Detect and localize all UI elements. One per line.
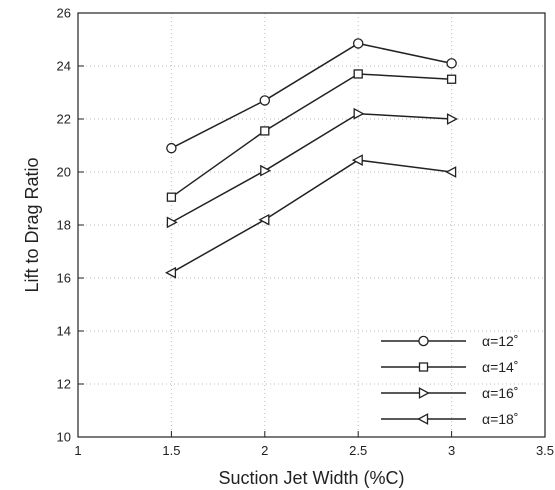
legend-label: α=16˚ [482,385,519,401]
x-axis-label: Suction Jet Width (%C) [218,468,404,488]
data-point [260,126,270,136]
legend-marker [417,413,429,425]
x-tick-label: 2 [261,443,268,458]
y-tick-label: 22 [57,112,71,127]
x-tick-label: 3.5 [536,443,554,458]
series-3 [166,107,458,229]
series-line [171,42,452,149]
legend-marker [418,335,429,347]
series-1 [166,38,457,154]
y-tick-label: 26 [57,6,71,21]
series-line [171,159,452,274]
legend-label: α=14˚ [482,359,519,375]
data-point [258,213,270,226]
data-point [166,192,177,202]
y-tick-label: 24 [57,59,71,74]
data-point [166,216,178,229]
data-point [353,69,363,79]
data-point [446,74,457,84]
data-point [260,164,272,177]
series-2 [166,69,457,202]
legend: α=12˚ α=14˚ α=16˚ α=18˚ [381,333,519,427]
legend-entry: α=18˚ [381,411,519,427]
series-4 [165,154,457,279]
legend-entry: α=12˚ [381,333,519,349]
data-point [352,38,364,49]
x-tick-label: 2.5 [349,443,367,458]
data-point [446,58,457,69]
legend-entry: α=14˚ [381,359,519,375]
legend-entry: α=16˚ [381,385,519,401]
axis-ticks: 1 1.5 2 2.5 3 3.5 10 12 14 16 18 20 22 24 26 [57,6,555,459]
data-point [259,95,271,106]
data-point [351,154,363,166]
y-tick-label: 12 [57,377,71,392]
x-tick-label: 1.5 [162,443,180,458]
data-point [165,266,177,279]
y-tick-label: 10 [57,430,71,445]
y-tick-label: 14 [57,324,71,339]
legend-label: α=12˚ [482,333,519,349]
legend-label: α=18˚ [482,411,519,427]
data-point [446,113,458,125]
y-axis-label: Lift to Drag Ratio [22,157,42,292]
x-tick-label: 3 [448,443,455,458]
series [165,38,458,279]
series-line [171,112,452,224]
y-tick-label: 16 [57,271,71,286]
legend-marker [418,362,429,372]
y-tick-label: 20 [57,165,71,180]
series-line [170,73,452,198]
grid [78,13,545,437]
x-tick-label: 1 [74,443,81,458]
data-point [166,142,177,154]
data-point [353,107,365,120]
legend-marker [418,387,430,399]
y-tick-label: 18 [57,218,71,233]
data-point [445,166,457,178]
